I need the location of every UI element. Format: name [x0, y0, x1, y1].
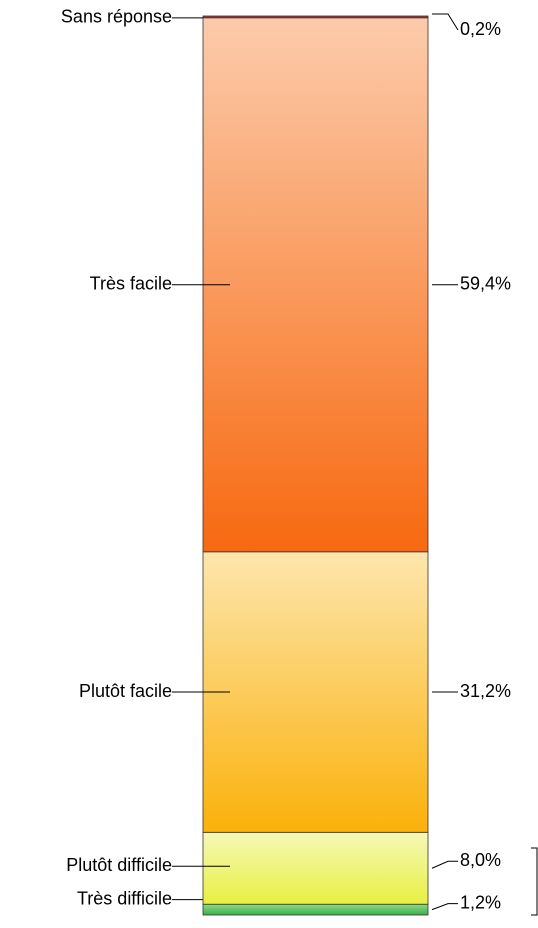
- category-label: Plutôt facile: [79, 681, 172, 701]
- category-label: Sans réponse: [61, 7, 172, 27]
- value-label: 59,4%: [460, 274, 511, 294]
- leader: [431, 903, 458, 911]
- leader: [431, 860, 458, 869]
- category-label: Plutôt difficile: [66, 855, 172, 875]
- bar-segment: [202, 551, 429, 833]
- bar-segment: [202, 17, 429, 553]
- bar-segment: [202, 831, 429, 905]
- leader: [432, 13, 459, 31]
- bracket: [531, 847, 538, 916]
- value-label: 8,0%: [460, 850, 501, 870]
- value-label: 31,2%: [460, 681, 511, 701]
- bar-segment: [202, 15, 429, 19]
- value-label: 0,2%: [460, 19, 501, 39]
- bar-segment: [202, 903, 429, 916]
- value-label: 1,2%: [460, 892, 501, 912]
- category-label: Très difficile: [77, 888, 172, 908]
- category-label: Très facile: [90, 274, 172, 294]
